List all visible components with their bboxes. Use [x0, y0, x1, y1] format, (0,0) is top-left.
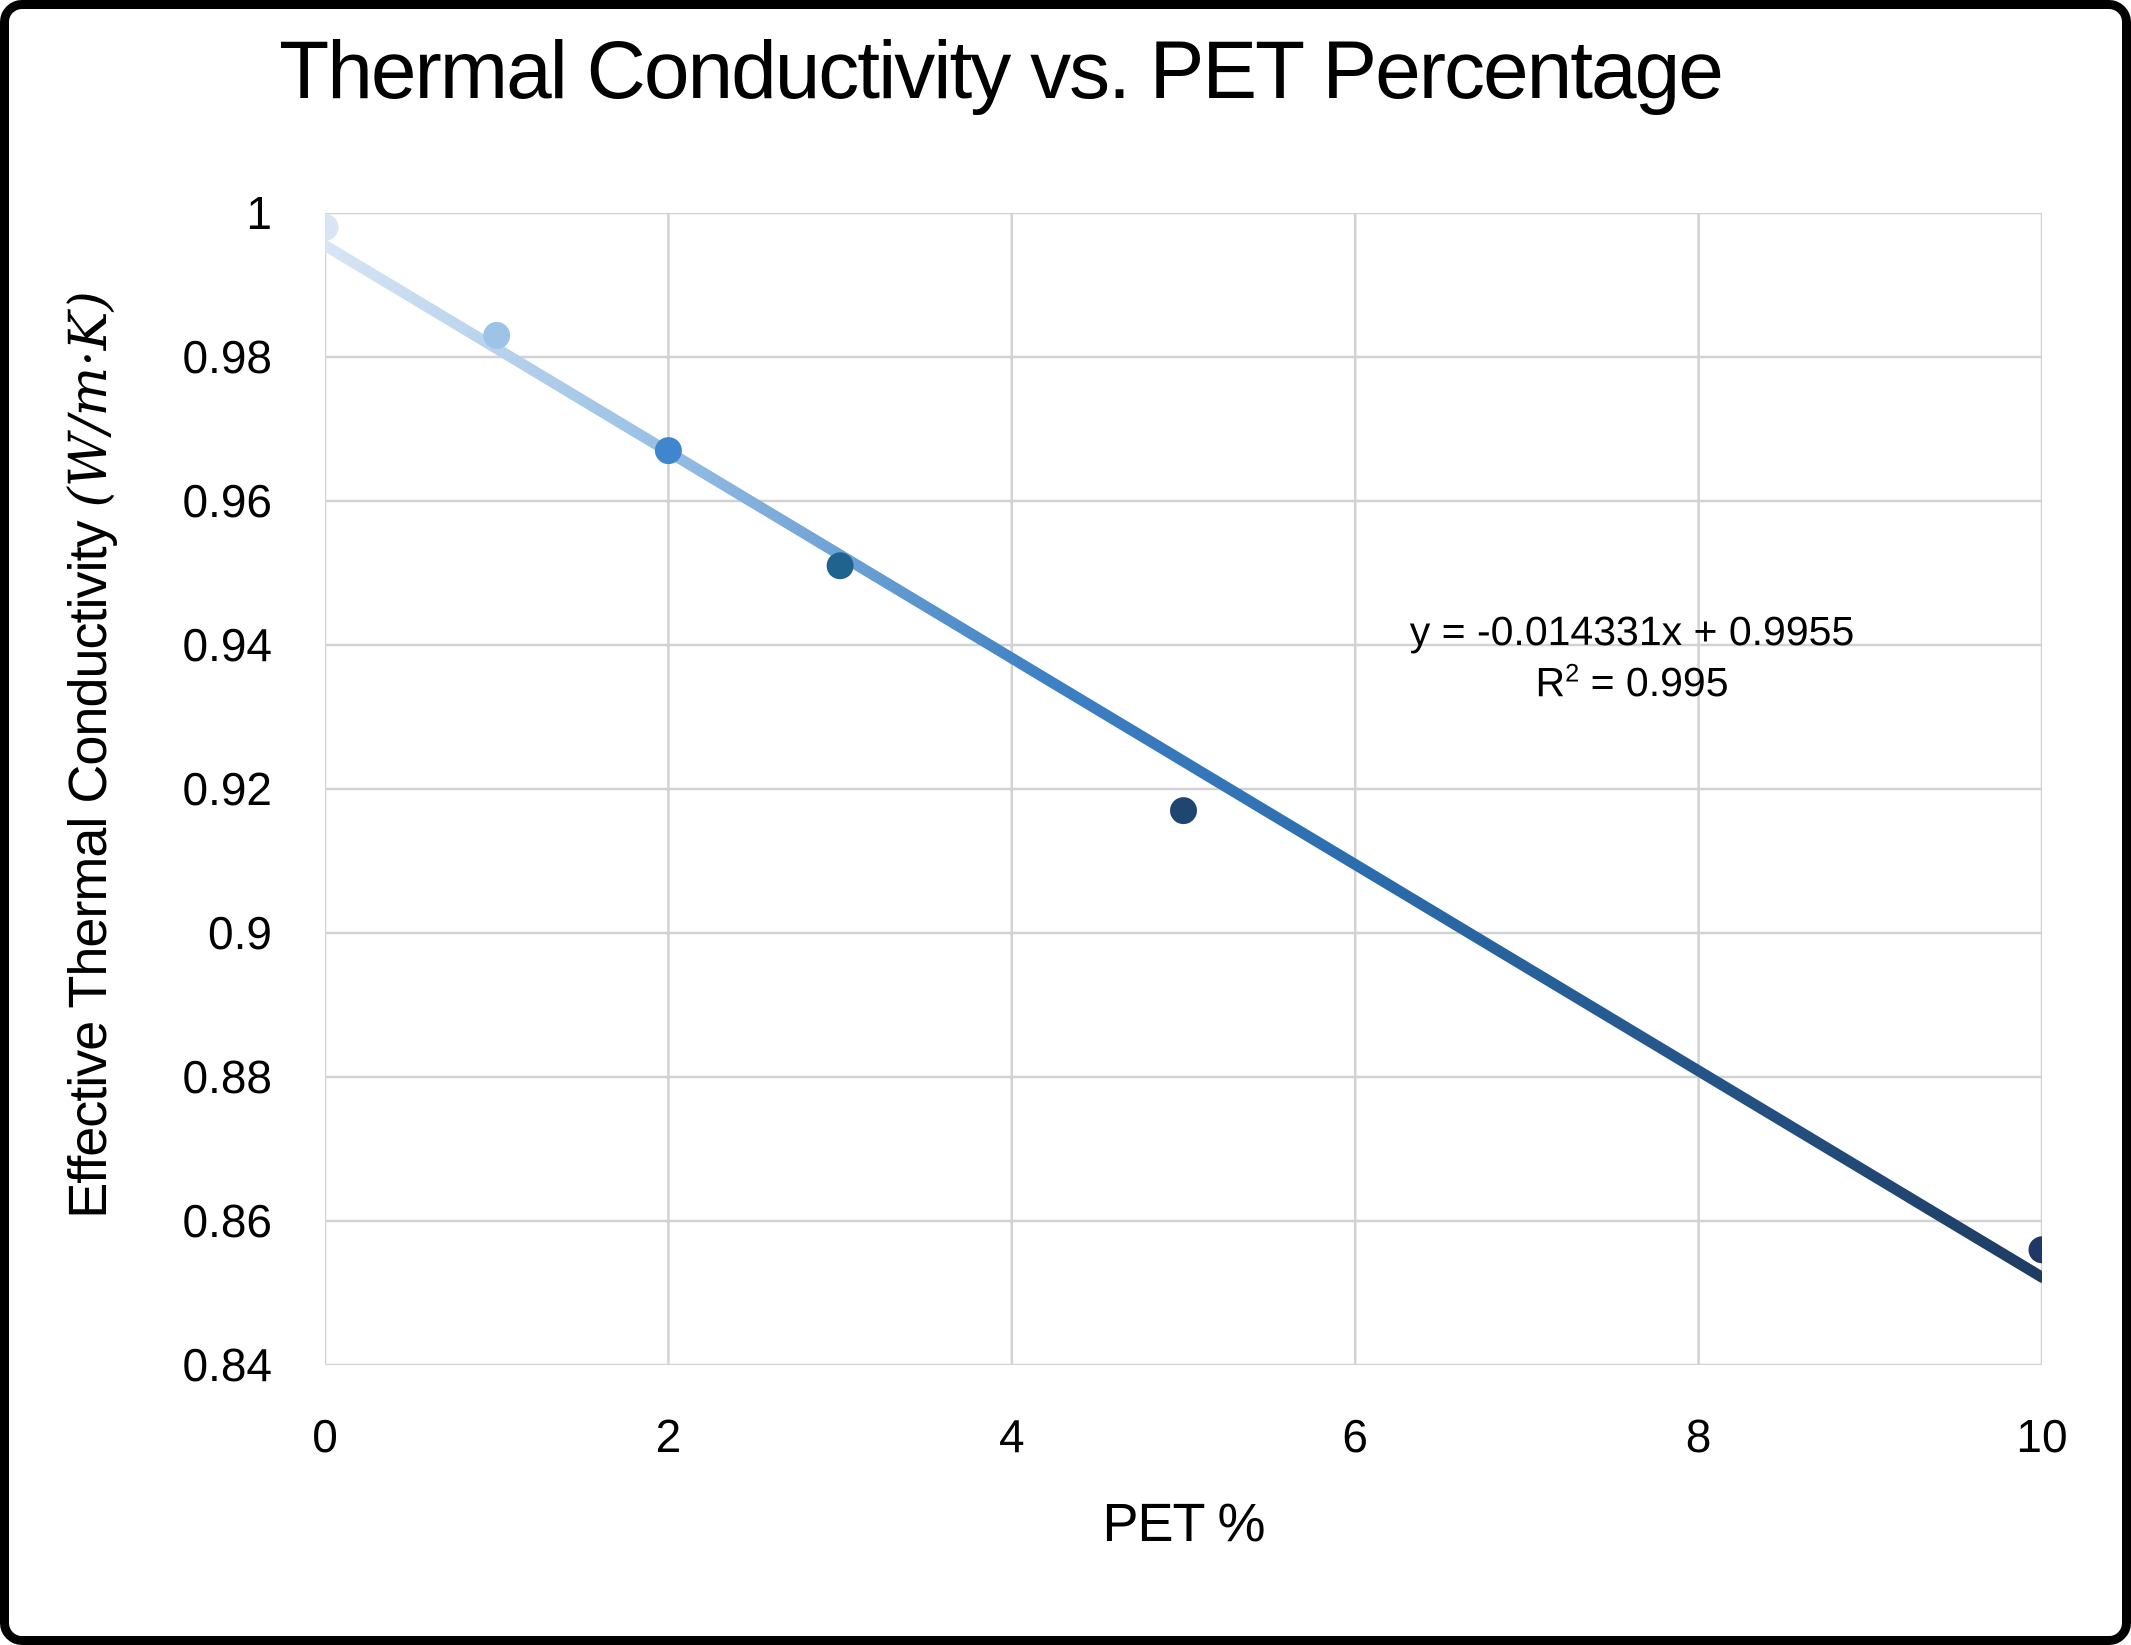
r-squared-label: R2 = 0.995: [1410, 657, 1855, 708]
y-axis-tick-label: 0.84: [182, 1339, 272, 1391]
data-point: [1170, 797, 1197, 825]
y-axis-tick-label: 0.88: [182, 1051, 272, 1103]
data-point: [483, 321, 511, 349]
y-axis-tick-label: 0.98: [182, 331, 272, 383]
x-axis-title: PET %: [1102, 1493, 1265, 1553]
y-axis-tick-label: 0.9: [208, 907, 272, 959]
x-axis-tick-label: 10: [2016, 1410, 2068, 1462]
data-point: [654, 437, 682, 465]
data-point: [2028, 1236, 2042, 1264]
y-axis-tick-label: 1: [246, 187, 272, 239]
y-axis-tick-label: 0.96: [182, 475, 272, 527]
y-axis-tick-label: 0.86: [182, 1195, 272, 1247]
data-point: [325, 213, 339, 241]
x-axis-tick-label: 2: [655, 1410, 682, 1462]
chart-title: Thermal Conductivity vs. PET Percentage: [279, 25, 1724, 116]
x-axis-tick-label: 0: [312, 1410, 338, 1462]
data-point: [826, 552, 854, 580]
plot-area: [325, 213, 2042, 1365]
x-axis-tick-label: 6: [1342, 1410, 1368, 1462]
r-squared-exponent: 2: [1565, 659, 1580, 688]
y-axis-tick-label: 0.92: [182, 763, 272, 815]
trendline-equation: y = -0.014331x + 0.9955: [1409, 608, 1855, 654]
r-squared-value: = 0.995: [1579, 659, 1729, 706]
y-axis-tick-label: 0.94: [182, 619, 272, 671]
x-axis-tick-label: 4: [999, 1410, 1025, 1462]
trendline-annotation: y = -0.014331x + 0.9955 R2 = 0.995: [1410, 606, 1855, 709]
r-squared-base: R: [1535, 659, 1566, 706]
trendline: [325, 239, 2042, 1283]
x-axis-tick-label: 8: [1685, 1410, 1712, 1462]
